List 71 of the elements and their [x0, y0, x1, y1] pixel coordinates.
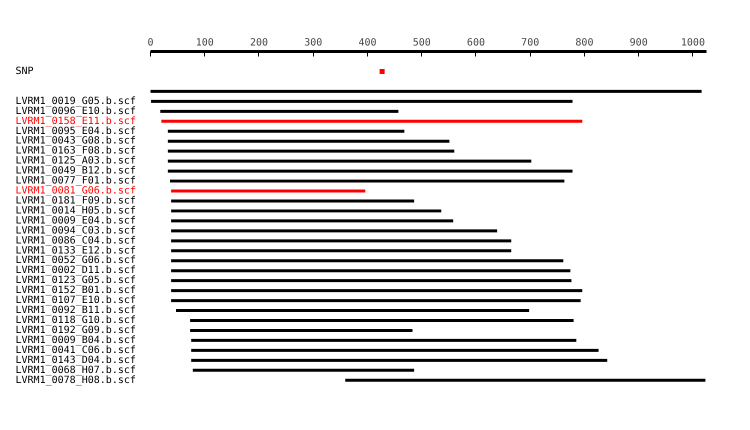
bar	[160, 110, 398, 113]
x-tick-label: 400	[358, 38, 377, 48]
bar	[150, 90, 702, 93]
y-tick-label: LVRM1_0049_B12.b.scf	[16, 166, 136, 177]
y-tick-label: LVRM1_0019_G05.b.scf	[16, 96, 136, 107]
bar	[151, 100, 573, 103]
y-tick-label: LVRM1_0125_A03.b.scf	[16, 156, 136, 167]
y-tick-label: LVRM1_0014_H05.b.scf	[16, 205, 136, 216]
y-tick-label: LVRM1_0152_B01.b.scf	[16, 285, 136, 296]
y-tick-label: LVRM1_0192_G09.b.scf	[16, 324, 136, 336]
y-tick-label: LVRM1_0077_F01.b.scf	[16, 176, 136, 187]
x-tick-label: 700	[521, 38, 540, 48]
y-tick-label: LVRM1_0133_E12.b.scf	[16, 245, 136, 256]
bar	[171, 219, 454, 222]
y-tick-label: LVRM1_0118_G10.b.scf	[16, 315, 136, 326]
x-tick-label: 100	[196, 38, 214, 48]
y-tick-label: LVRM1_0095_E04.b.scf	[16, 126, 136, 137]
x-tick-label: 500	[412, 38, 431, 48]
bar	[171, 289, 582, 292]
bar	[345, 378, 706, 382]
y-tick-label: LVRM1_0107_E10.b.scf	[16, 295, 136, 306]
y-tick-label: LVRM1_0002_D11.b.scf	[16, 265, 136, 276]
bar	[171, 249, 512, 252]
y-tick-label: LVRM1_0052_G06.b.scf	[16, 255, 136, 266]
bar	[168, 170, 573, 173]
bar	[168, 130, 404, 133]
x-tick-label: 600	[466, 38, 485, 48]
y-tick-label: LVRM1_0143_D04.b.scf	[16, 354, 136, 366]
y-tick-label: LVRM1_0096_E10.b.scf	[16, 106, 136, 117]
y-tick-label: LVRM1_0158_E11.b.scf	[16, 116, 136, 127]
bar	[171, 199, 414, 202]
bar	[168, 150, 454, 153]
y-tick-label: LVRM1_0068_H07.b.scf	[16, 364, 136, 376]
bar	[171, 299, 581, 302]
bar	[176, 309, 530, 312]
x-tick-label: 0	[147, 38, 154, 48]
bar	[192, 368, 414, 372]
bar	[161, 120, 582, 123]
y-tick-label: LVRM1_0123_G05.b.scf	[16, 275, 136, 286]
y-tick-label: LVRM1_0086_C04.b.scf	[16, 235, 136, 246]
y-tick-label: LVRM1_0181_F09.b.scf	[16, 195, 136, 206]
y-tick-label: LVRM1_0092_B11.b.scf	[16, 305, 136, 316]
y-tick-label: LVRM1_0163_F08.b.scf	[16, 146, 136, 157]
bar	[190, 328, 412, 332]
x-tick-label: 900	[630, 38, 648, 48]
y-tick-label: LVRM1_0041_C06.b.scf	[16, 344, 136, 356]
x-tick-label: 800	[575, 38, 594, 48]
y-tick-label: LVRM1_0009_E04.b.scf	[16, 215, 136, 226]
y-tick-label: LVRM1_0094_C03.b.scf	[16, 225, 136, 236]
y-tick-label: LVRM1_0081_G06.b.scf	[16, 186, 136, 197]
bar	[168, 160, 532, 163]
x-tick-label: 300	[304, 38, 322, 48]
bar	[168, 140, 450, 143]
y-tick-label: LVRM1_0078_H08.b.scf	[16, 374, 136, 386]
bar	[191, 358, 608, 362]
bar	[171, 279, 572, 282]
bar	[190, 319, 574, 322]
y-tick-label: LVRM1_0043_G08.b.scf	[16, 136, 136, 147]
bar	[170, 180, 564, 183]
bar	[171, 259, 564, 262]
y-tick-label: SNP	[16, 66, 34, 77]
x-tick-label: 1000	[680, 38, 705, 48]
bar	[171, 239, 512, 242]
bar	[171, 269, 570, 272]
bar	[171, 229, 498, 232]
bar	[171, 209, 442, 212]
bar	[171, 190, 366, 193]
y-tick-label: LVRM1_0009_B04.b.scf	[16, 334, 136, 346]
x-tick-label: 200	[250, 38, 268, 48]
bar	[191, 338, 576, 342]
bar	[191, 348, 599, 352]
